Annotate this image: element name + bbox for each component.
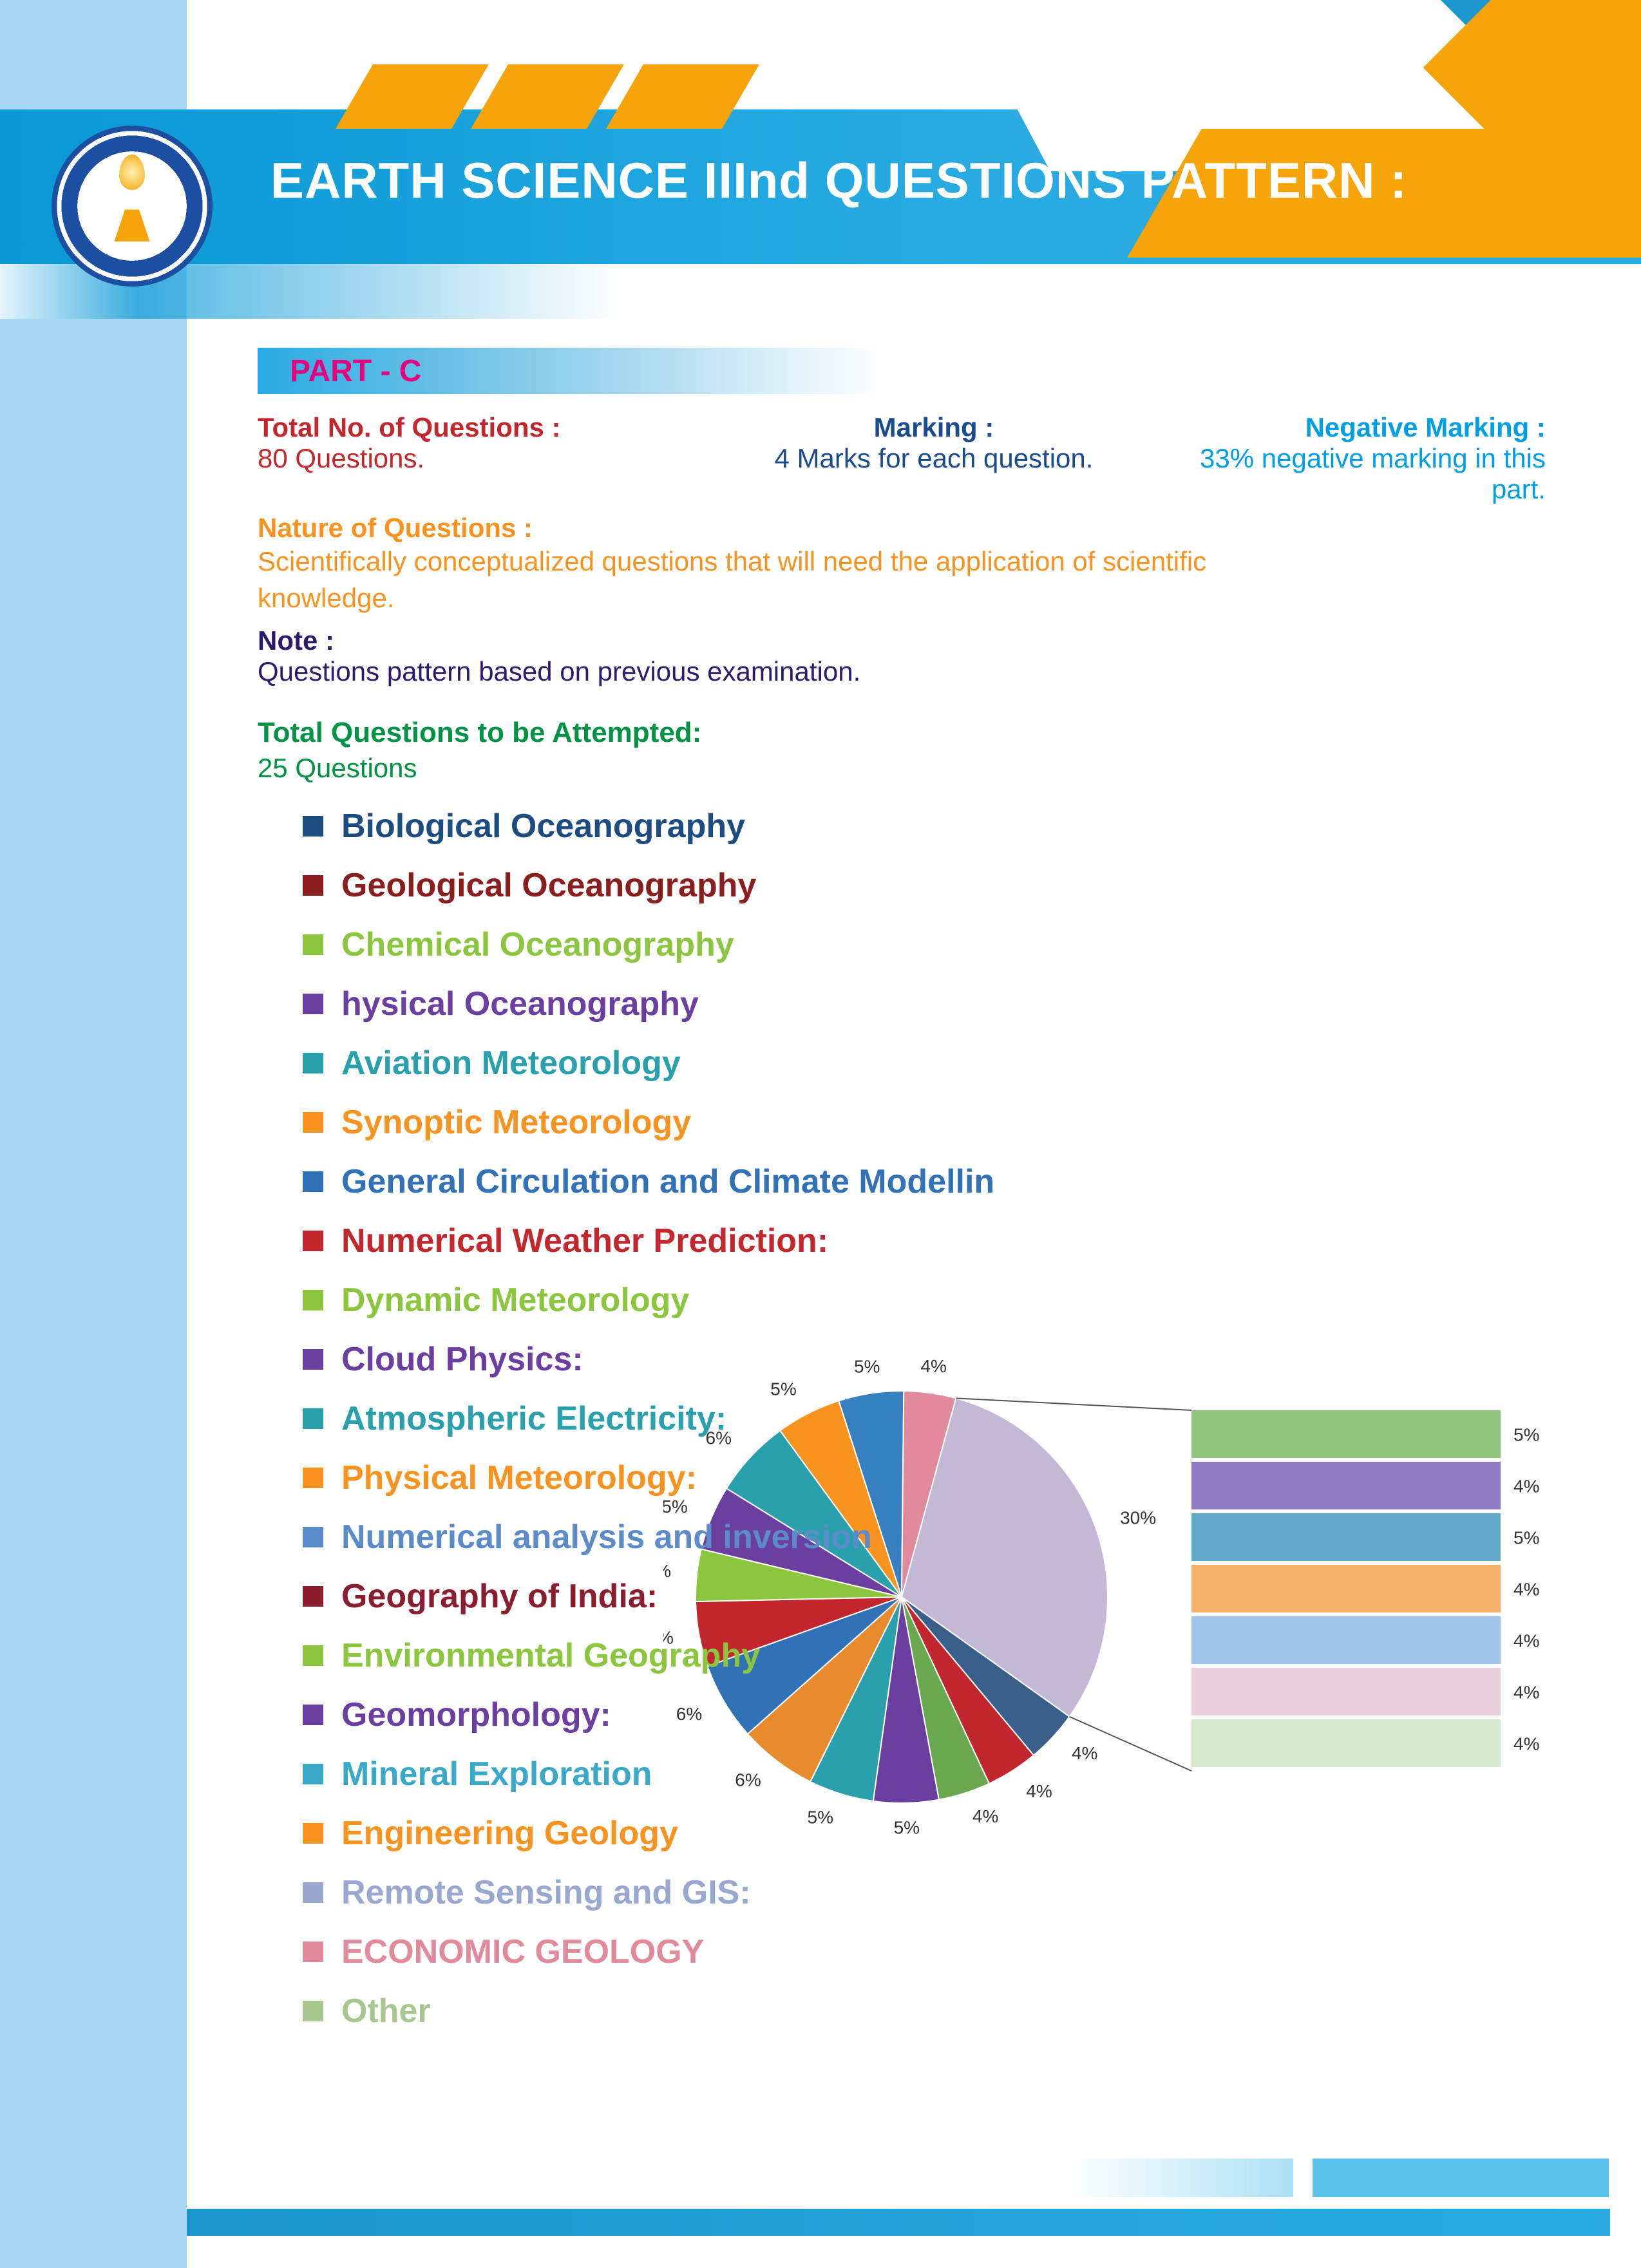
topic-item: Environmental Geography — [303, 1636, 1546, 1675]
total-questions-label: Total No. of Questions : — [258, 412, 683, 443]
topic-label: hysical Oceanography — [341, 985, 699, 1023]
topic-label: Geography of India: — [341, 1577, 658, 1616]
topic-item: Remote Sensing and GIS: — [303, 1873, 1546, 1912]
topic-swatch-icon — [303, 1468, 323, 1488]
topic-item: General Circulation and Climate Modellin — [303, 1162, 1546, 1201]
topic-label: Geological Oceanography — [341, 866, 756, 905]
topic-label: Aviation Meteorology — [341, 1044, 681, 1082]
topic-swatch-icon — [303, 1171, 323, 1192]
attempt-label: Total Questions to be Attempted: — [258, 717, 1546, 749]
total-questions-value: 80 Questions. — [258, 443, 683, 474]
topic-item: Numerical Weather Prediction: — [303, 1222, 1546, 1260]
topic-swatch-icon — [303, 2001, 323, 2021]
topic-swatch-icon — [303, 816, 323, 836]
topics-list: Biological Oceanography Geological Oceano… — [303, 807, 1546, 2030]
topic-swatch-icon — [303, 1764, 323, 1784]
topic-item: Cloud Physics: — [303, 1340, 1546, 1379]
topic-label: General Circulation and Climate Modellin — [341, 1162, 994, 1201]
nature-value: Scientifically conceptualized questions … — [258, 543, 1224, 616]
topic-swatch-icon — [303, 934, 323, 955]
topic-item: hysical Oceanography — [303, 985, 1546, 1023]
topic-swatch-icon — [303, 1053, 323, 1073]
topic-swatch-icon — [303, 875, 323, 896]
part-header: PART - C — [258, 348, 953, 394]
topic-label: Numerical analysis and inversion — [341, 1518, 872, 1556]
topic-swatch-icon — [303, 1527, 323, 1547]
logo-flame-icon — [119, 155, 145, 190]
topic-label: Engineering Geology — [341, 1814, 678, 1853]
topic-swatch-icon — [303, 1942, 323, 1962]
footer-accent-fade — [1068, 2159, 1293, 2197]
footer-bar — [187, 2209, 1610, 2236]
topic-swatch-icon — [303, 1231, 323, 1251]
topic-label: Cloud Physics: — [341, 1340, 583, 1379]
topic-label: Geomorphology: — [341, 1696, 611, 1734]
topic-swatch-icon — [303, 1112, 323, 1133]
topic-item: Engineering Geology — [303, 1814, 1546, 1853]
page-title: EARTH SCIENCE IIInd QUESTIONS PATTERN : — [270, 151, 1407, 210]
topic-item: Atmospheric Electricity: — [303, 1399, 1546, 1438]
topic-label: Dynamic Meteorology — [341, 1281, 689, 1319]
topic-item: Aviation Meteorology — [303, 1044, 1546, 1082]
topic-item: Mineral Exploration — [303, 1755, 1546, 1793]
note-value: Questions pattern based on previous exam… — [258, 656, 1546, 687]
topic-label: ECONOMIC GEOLOGY — [341, 1933, 704, 1971]
part-label: PART - C — [290, 354, 421, 389]
topic-item: Other — [303, 1992, 1546, 2030]
nature-label: Nature of Questions : — [258, 513, 1546, 543]
topic-swatch-icon — [303, 1349, 323, 1370]
topic-swatch-icon — [303, 1705, 323, 1725]
topic-item: Numerical analysis and inversion — [303, 1518, 1546, 1556]
topic-item: Geological Oceanography — [303, 866, 1546, 905]
left-sidebar — [0, 0, 187, 2268]
topic-swatch-icon — [303, 1290, 323, 1310]
negative-marking-label: Negative Marking : — [1185, 412, 1546, 443]
footer-accent-block — [1313, 2159, 1609, 2197]
topic-label: Other — [341, 1992, 431, 2030]
topic-swatch-icon — [303, 1586, 323, 1607]
topic-swatch-icon — [303, 1882, 323, 1903]
topic-item: Geography of India: — [303, 1577, 1546, 1616]
content-area: PART - C Total No. of Questions : 80 Que… — [258, 348, 1546, 2051]
topic-swatch-icon — [303, 994, 323, 1014]
topic-item: Biological Oceanography — [303, 807, 1546, 846]
topic-item: Physical Meteorology: — [303, 1459, 1546, 1497]
topic-item: Dynamic Meteorology — [303, 1281, 1546, 1319]
topic-item: Synoptic Meteorology — [303, 1103, 1546, 1142]
topic-label: Mineral Exploration — [341, 1755, 652, 1793]
attempt-value: 25 Questions — [258, 753, 1546, 784]
marking-label: Marking : — [734, 412, 1134, 443]
topic-label: Synoptic Meteorology — [341, 1103, 691, 1142]
topic-swatch-icon — [303, 1645, 323, 1666]
topic-label: Biological Oceanography — [341, 807, 745, 846]
topic-label: Atmospheric Electricity: — [341, 1399, 726, 1438]
topic-label: Chemical Oceanography — [341, 925, 734, 964]
info-row-1: Total No. of Questions : 80 Questions. M… — [258, 412, 1546, 505]
negative-marking-value: 33% negative marking in this part. — [1185, 443, 1546, 505]
topic-label: Numerical Weather Prediction: — [341, 1222, 828, 1260]
marking-value: 4 Marks for each question. — [734, 443, 1134, 474]
topic-label: Environmental Geography — [341, 1636, 760, 1675]
note-label: Note : — [258, 625, 1546, 656]
topic-swatch-icon — [303, 1823, 323, 1844]
topic-item: ECONOMIC GEOLOGY — [303, 1933, 1546, 1971]
topic-swatch-icon — [303, 1408, 323, 1429]
topic-label: Physical Meteorology: — [341, 1459, 697, 1497]
topic-item: Geomorphology: — [303, 1696, 1546, 1734]
topic-item: Chemical Oceanography — [303, 925, 1546, 964]
institute-logo — [52, 126, 213, 287]
topic-label: Remote Sensing and GIS: — [341, 1873, 751, 1912]
